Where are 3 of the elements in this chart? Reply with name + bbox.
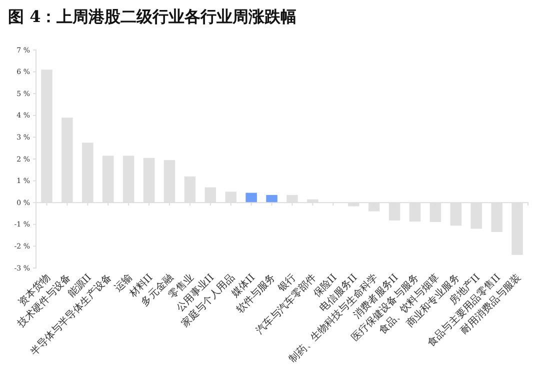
chart-title: 图 4：上周港股二级行业各行业周涨跌幅 <box>8 7 297 26</box>
bar <box>246 192 257 203</box>
bar <box>266 194 278 203</box>
